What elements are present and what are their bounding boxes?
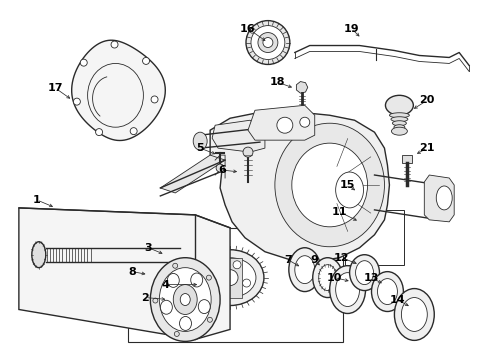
Ellipse shape (196, 250, 264, 306)
Polygon shape (424, 175, 454, 222)
Ellipse shape (391, 117, 408, 122)
Polygon shape (248, 105, 315, 140)
Text: 11: 11 (332, 207, 347, 217)
Polygon shape (296, 81, 308, 93)
Text: 5: 5 (196, 143, 204, 153)
Ellipse shape (392, 121, 406, 126)
Text: 16: 16 (240, 24, 256, 33)
Ellipse shape (32, 242, 46, 268)
Circle shape (74, 98, 80, 105)
Ellipse shape (292, 143, 368, 227)
Bar (128, 228, 343, 342)
Text: 2: 2 (142, 293, 149, 302)
Circle shape (96, 129, 102, 136)
Text: 15: 15 (340, 180, 355, 190)
Circle shape (246, 21, 290, 64)
Ellipse shape (167, 274, 179, 287)
Text: 6: 6 (218, 165, 226, 175)
Ellipse shape (394, 289, 434, 340)
Ellipse shape (193, 132, 207, 150)
Circle shape (222, 270, 238, 285)
Ellipse shape (160, 300, 172, 314)
Circle shape (277, 117, 293, 133)
Circle shape (130, 128, 137, 135)
Ellipse shape (159, 268, 211, 332)
Circle shape (243, 147, 253, 157)
Circle shape (243, 279, 250, 287)
Ellipse shape (330, 266, 366, 314)
Ellipse shape (336, 172, 364, 208)
Ellipse shape (289, 248, 321, 292)
Ellipse shape (401, 298, 427, 332)
Ellipse shape (191, 273, 203, 287)
Text: 17: 17 (48, 84, 64, 93)
Circle shape (210, 268, 218, 276)
Circle shape (219, 287, 227, 294)
Ellipse shape (349, 255, 379, 291)
Circle shape (251, 26, 285, 59)
Circle shape (258, 32, 278, 53)
Circle shape (207, 317, 212, 322)
Ellipse shape (371, 272, 403, 311)
Ellipse shape (173, 285, 197, 315)
Ellipse shape (377, 279, 397, 305)
Ellipse shape (313, 258, 343, 298)
Ellipse shape (318, 265, 337, 291)
Ellipse shape (179, 316, 192, 330)
Circle shape (151, 96, 158, 103)
Text: 7: 7 (284, 255, 292, 265)
Ellipse shape (275, 123, 385, 247)
Ellipse shape (390, 113, 409, 118)
Ellipse shape (198, 300, 210, 314)
Ellipse shape (150, 258, 220, 341)
Circle shape (111, 41, 118, 48)
Polygon shape (218, 258, 242, 298)
Circle shape (300, 117, 310, 127)
Circle shape (153, 298, 158, 303)
Ellipse shape (180, 293, 190, 306)
Ellipse shape (436, 186, 452, 210)
Circle shape (206, 275, 211, 280)
Text: 19: 19 (344, 24, 359, 33)
Ellipse shape (204, 258, 256, 298)
Circle shape (216, 164, 224, 172)
Polygon shape (210, 112, 390, 262)
Circle shape (233, 261, 241, 269)
Text: 1: 1 (33, 195, 41, 205)
Ellipse shape (356, 261, 373, 285)
Text: 12: 12 (334, 253, 349, 263)
Circle shape (263, 37, 273, 48)
Bar (344, 210, 404, 265)
Polygon shape (160, 155, 225, 193)
Ellipse shape (336, 273, 360, 306)
Text: 8: 8 (128, 267, 136, 276)
Text: 20: 20 (419, 95, 435, 105)
Ellipse shape (394, 125, 405, 130)
Text: 3: 3 (145, 243, 152, 253)
Circle shape (172, 263, 178, 268)
Ellipse shape (295, 256, 315, 284)
Text: 9: 9 (311, 255, 319, 265)
Text: 13: 13 (364, 273, 379, 283)
Polygon shape (212, 120, 265, 152)
Text: 4: 4 (161, 280, 169, 289)
Circle shape (143, 58, 149, 64)
Text: 14: 14 (390, 294, 405, 305)
Polygon shape (72, 40, 165, 140)
Text: 21: 21 (419, 143, 435, 153)
Polygon shape (402, 155, 413, 163)
Text: 18: 18 (270, 77, 286, 87)
Circle shape (174, 332, 179, 337)
Ellipse shape (392, 127, 407, 135)
Polygon shape (19, 208, 230, 339)
Text: 10: 10 (327, 273, 343, 283)
Ellipse shape (386, 95, 414, 115)
Circle shape (80, 59, 87, 66)
